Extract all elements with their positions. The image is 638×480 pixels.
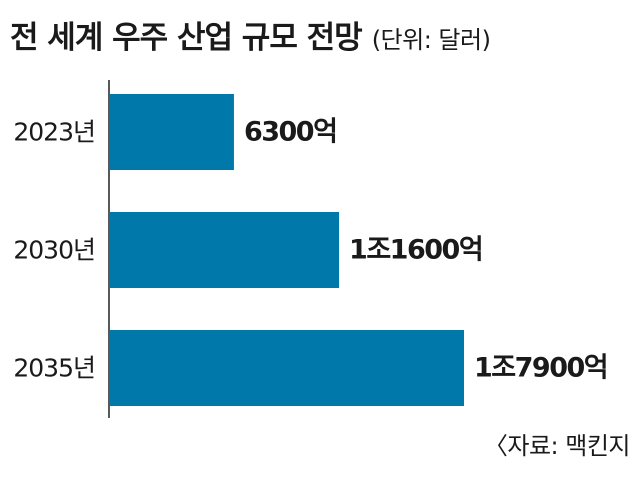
source-note: 〈자료: 맥킨지 — [483, 432, 631, 460]
bar-1 — [109, 212, 340, 288]
chart-header: 전 세계 우주 산업 규모 전망 (단위: 달러) — [10, 12, 491, 64]
category-label-1: 2030년 — [13, 236, 95, 265]
bar-0 — [109, 94, 234, 170]
category-label-0: 2023년 — [13, 118, 95, 147]
category-label-2: 2035년 — [13, 354, 95, 383]
chart-title: 전 세계 우주 산업 규모 전망 — [10, 20, 363, 56]
unit-note: (단위: 달러) — [371, 26, 491, 54]
data-label-0: 6300억 — [244, 117, 337, 148]
bar-2 — [109, 330, 464, 406]
data-label-2: 1조7900억 — [474, 353, 607, 384]
data-label-1: 1조1600억 — [349, 235, 482, 266]
